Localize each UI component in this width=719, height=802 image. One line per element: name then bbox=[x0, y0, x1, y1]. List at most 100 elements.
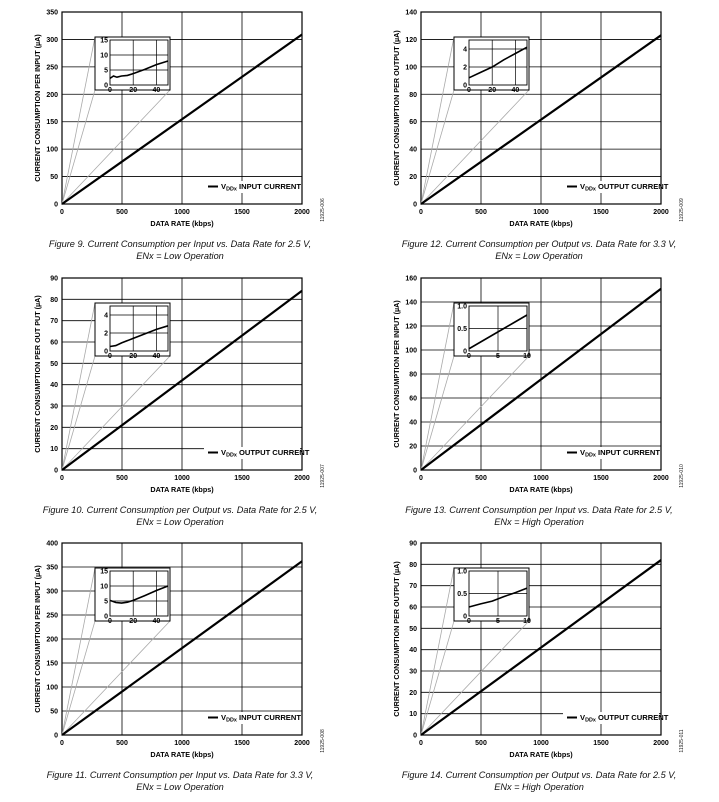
inset-y-tick: 5 bbox=[104, 68, 108, 75]
y-tick-label: 30 bbox=[50, 404, 58, 411]
legend-box bbox=[563, 712, 659, 724]
inset-series-line bbox=[109, 60, 169, 80]
zoom-guide-line bbox=[420, 89, 530, 205]
figure-code: 11925-010 bbox=[679, 464, 685, 488]
inset-x-tick: 20 bbox=[129, 618, 137, 625]
y-tick-label: 350 bbox=[46, 10, 58, 17]
zoom-guide-line bbox=[420, 355, 530, 471]
zoom-guide-line bbox=[420, 567, 455, 736]
y-tick-label: 120 bbox=[405, 324, 417, 331]
zoom-guide-line bbox=[61, 620, 96, 736]
inset-frame bbox=[468, 39, 528, 86]
zoom-guide-line bbox=[420, 89, 455, 205]
plot-frame bbox=[420, 277, 662, 471]
x-axis-label: DATA RATE (kbps) bbox=[150, 485, 214, 494]
x-tick-label: 1000 bbox=[533, 740, 549, 747]
inset-frame bbox=[109, 305, 169, 352]
inset-y-tick: 2 bbox=[463, 65, 467, 72]
x-tick-label: 0 bbox=[419, 475, 423, 482]
y-tick-label: 160 bbox=[405, 276, 417, 283]
figure-code: 11925-008 bbox=[320, 729, 326, 753]
y-tick-label: 80 bbox=[409, 562, 417, 569]
y-tick-label: 100 bbox=[405, 348, 417, 355]
figure-caption: Figure 10. Current Consumption per Outpu… bbox=[0, 504, 360, 528]
y-tick-label: 50 bbox=[409, 626, 417, 633]
y-tick-label: 20 bbox=[409, 174, 417, 181]
inset-y-tick: 0 bbox=[104, 614, 108, 621]
figure-caption: Figure 9. Current Consumption per Input … bbox=[0, 238, 360, 262]
y-tick-label: 400 bbox=[46, 541, 58, 548]
figure-caption-line2: ENx = High Operation bbox=[494, 782, 584, 792]
y-tick-label: 60 bbox=[409, 119, 417, 126]
y-tick-label: 50 bbox=[50, 709, 58, 716]
inset-x-tick: 0 bbox=[108, 618, 112, 625]
chart-panel-fig12: 0 500 1000 1500 2000 0 20 40 60 80 100 120 140 VDDx O… bbox=[359, 4, 719, 271]
x-tick-label: 2000 bbox=[653, 475, 669, 482]
y-tick-label: 50 bbox=[50, 174, 58, 181]
x-tick-label: 1500 bbox=[234, 475, 250, 482]
inset-x-tick: 0 bbox=[108, 87, 112, 94]
y-tick-label: 0 bbox=[413, 468, 417, 475]
x-tick-label: 1000 bbox=[533, 475, 549, 482]
inset-frame bbox=[109, 570, 169, 617]
inset-x-tick: 0 bbox=[467, 618, 471, 625]
x-axis-label: DATA RATE (kbps) bbox=[509, 219, 573, 228]
figure-caption-line2: ENx = Low Operation bbox=[136, 782, 224, 792]
figure-caption-line1: Figure 14. Current Consumption per Outpu… bbox=[401, 770, 677, 780]
y-tick-label: 350 bbox=[46, 565, 58, 572]
x-axis-label: DATA RATE (kbps) bbox=[150, 219, 214, 228]
inset-y-tick: 0.5 bbox=[457, 591, 467, 598]
x-tick-label: 2000 bbox=[294, 475, 310, 482]
inset-x-tick: 0 bbox=[467, 353, 471, 360]
inset-series-line bbox=[468, 587, 528, 608]
y-tick-label: 80 bbox=[409, 372, 417, 379]
y-tick-label: 100 bbox=[405, 64, 417, 71]
inset-y-tick: 1.0 bbox=[457, 304, 467, 311]
y-tick-label: 40 bbox=[409, 647, 417, 654]
figure-caption-line2: ENx = High Operation bbox=[494, 517, 584, 527]
inset-y-tick: 15 bbox=[100, 569, 108, 576]
y-tick-label: 80 bbox=[50, 297, 58, 304]
y-tick-label: 60 bbox=[409, 396, 417, 403]
x-tick-label: 0 bbox=[419, 209, 423, 216]
plot-frame bbox=[61, 11, 303, 205]
inset-y-tick: 0.5 bbox=[457, 326, 467, 333]
figure-caption: Figure 14. Current Consumption per Outpu… bbox=[359, 769, 719, 793]
y-tick-label: 300 bbox=[46, 37, 58, 44]
chart-panel-fig9: 0 500 1000 1500 2000 0 50 100 150 200 250 300 350 VDD… bbox=[0, 4, 360, 271]
inset-x-tick: 40 bbox=[153, 87, 161, 94]
legend-box bbox=[563, 181, 659, 193]
y-tick-label: 200 bbox=[46, 637, 58, 644]
zoom-guide-line bbox=[61, 355, 96, 471]
y-tick-label: 0 bbox=[54, 733, 58, 740]
y-tick-label: 0 bbox=[54, 202, 58, 209]
y-tick-label: 0 bbox=[413, 733, 417, 740]
y-tick-label: 80 bbox=[409, 92, 417, 99]
inset-box bbox=[453, 567, 530, 622]
inset-x-tick: 10 bbox=[523, 353, 531, 360]
y-tick-label: 20 bbox=[409, 690, 417, 697]
y-tick-label: 100 bbox=[46, 685, 58, 692]
x-tick-label: 500 bbox=[116, 740, 128, 747]
inset-series-line bbox=[109, 325, 169, 348]
figure-caption-line1: Figure 12. Current Consumption per Outpu… bbox=[401, 239, 677, 249]
zoom-guide-line bbox=[420, 36, 455, 205]
inset-x-tick: 40 bbox=[512, 87, 520, 94]
y-tick-label: 120 bbox=[405, 37, 417, 44]
zoom-guide-line bbox=[61, 567, 96, 736]
inset-y-tick: 5 bbox=[104, 599, 108, 606]
chart-panel-fig13: 0 500 1000 1500 2000 0 20 40 60 80 100 120 140 160 VDD… bbox=[359, 270, 719, 537]
zoom-guide-line bbox=[420, 620, 455, 736]
y-axis-label: CURRENT CONSUMPTION PER INPUT (µA) bbox=[392, 300, 401, 448]
figure-caption-line1: Figure 9. Current Consumption per Input … bbox=[48, 239, 312, 249]
series-line bbox=[61, 33, 303, 205]
y-axis-label: CURRENT CONSUMPTION PER OUTPUT (µA) bbox=[392, 30, 401, 186]
zoom-guide-line bbox=[61, 89, 96, 205]
inset-y-tick: 0 bbox=[463, 614, 467, 621]
y-tick-label: 250 bbox=[46, 64, 58, 71]
y-tick-label: 10 bbox=[409, 711, 417, 718]
y-tick-label: 40 bbox=[409, 420, 417, 427]
x-tick-label: 1500 bbox=[593, 740, 609, 747]
zoom-guide-line bbox=[61, 355, 171, 471]
inset-y-tick: 1.0 bbox=[457, 569, 467, 576]
